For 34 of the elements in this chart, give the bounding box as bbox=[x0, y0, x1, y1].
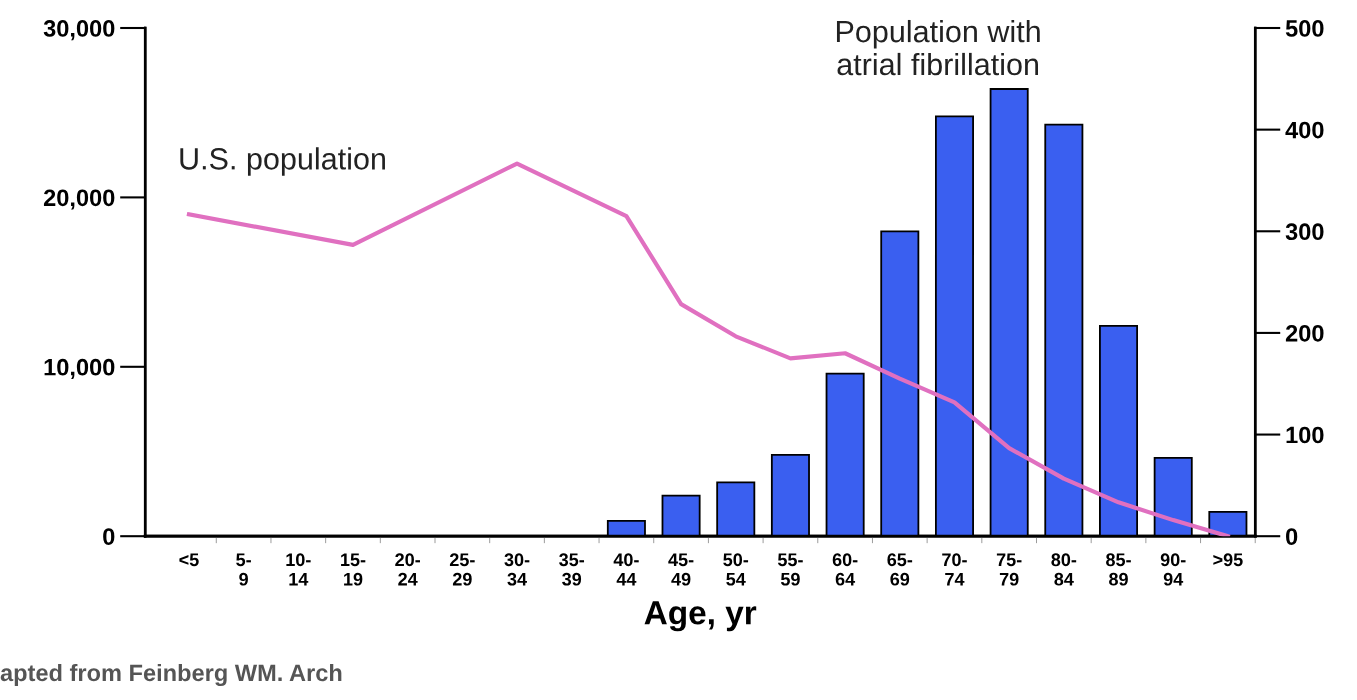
x-tick-label: >95 bbox=[1213, 553, 1243, 567]
x-tick-label: 70- 74 bbox=[942, 553, 967, 586]
y-tick-label: 0 bbox=[103, 528, 115, 545]
x-tick-label: 45- 49 bbox=[668, 553, 694, 586]
x-tick-label: 75- 79 bbox=[996, 553, 1022, 586]
y-tick-label: 10,000 bbox=[44, 358, 115, 380]
x-tick-label: 40- 44 bbox=[613, 553, 639, 586]
y2-tick-label: 400 bbox=[1285, 121, 1324, 139]
x-tick-label: 60- 64 bbox=[832, 553, 858, 586]
x-tick-label: 85- 89 bbox=[1106, 553, 1131, 586]
x-tick-label: 25- 29 bbox=[449, 553, 475, 586]
y2-tick-label: 300 bbox=[1285, 223, 1324, 241]
x-tick-label: <5 bbox=[179, 553, 199, 567]
x-tick-label: 90- 94 bbox=[1160, 553, 1186, 586]
y2-tick-label: 500 bbox=[1285, 20, 1324, 37]
x-tick-label: 80- 84 bbox=[1051, 553, 1077, 586]
y2-tick-label: 200 bbox=[1285, 324, 1324, 342]
text: apted from Feinberg WM. Arch bbox=[0, 663, 342, 686]
x-tick-label: 55- 59 bbox=[777, 553, 803, 586]
x-tick-label: 65- 69 bbox=[887, 553, 913, 586]
x-tick-label: 30- 34 bbox=[504, 553, 530, 586]
x-tick-label: 20- 24 bbox=[395, 553, 420, 586]
y2-tick-label: 100 bbox=[1286, 426, 1324, 444]
series-label: Population with atrial fibrillation bbox=[836, 19, 1040, 76]
x-tick-label: 50- 54 bbox=[723, 553, 749, 586]
x-tick-label: 35- 39 bbox=[559, 553, 585, 586]
x-tick-label: 10- 14 bbox=[286, 553, 311, 586]
x-axis-title: Age, yr bbox=[644, 601, 757, 632]
x-tick-label: 5- 9 bbox=[236, 553, 251, 586]
y-tick-label: 20,000 bbox=[43, 189, 115, 210]
series-label: U.S. population bbox=[180, 147, 385, 176]
y2-tick-label: 0 bbox=[1286, 528, 1298, 545]
y-tick-label: 30,000 bbox=[43, 20, 115, 41]
x-tick-label: 15- 19 bbox=[341, 553, 366, 586]
